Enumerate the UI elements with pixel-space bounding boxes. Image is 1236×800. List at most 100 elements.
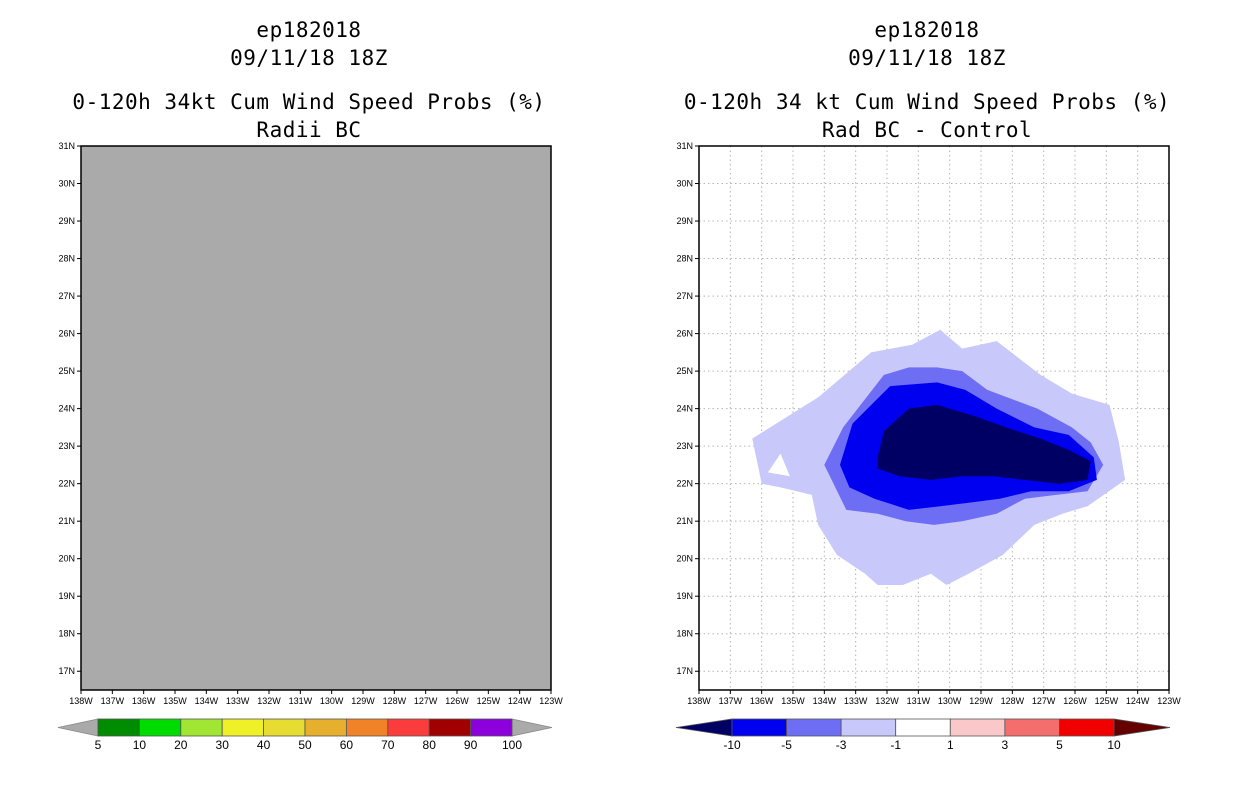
colorbar-swatch — [895, 718, 951, 737]
y-tick-label: 17N — [58, 666, 75, 676]
y-tick-label: 31N — [676, 141, 693, 151]
x-tick-label: 127W — [1032, 696, 1056, 706]
x-tick-label: 134W — [195, 696, 219, 706]
left-title-storm-id: ep182018 — [256, 18, 362, 42]
x-tick-label: 131W — [289, 696, 313, 706]
colorbar-label: 100 — [502, 738, 522, 752]
right-title-experiment: Rad BC - Control — [821, 118, 1033, 142]
contour-fill — [767, 453, 790, 477]
y-tick-label: 27N — [58, 291, 75, 301]
colorbar-extend-high — [511, 718, 553, 737]
x-tick-label: 132W — [875, 696, 899, 706]
x-tick-label: 132W — [257, 696, 281, 706]
colorbar-label: -10 — [723, 738, 741, 752]
colorbar-swatch — [97, 718, 140, 737]
x-tick-label: 127W — [414, 696, 438, 706]
x-tick-label: 135W — [163, 696, 187, 706]
x-tick-label: 126W — [445, 696, 469, 706]
y-tick-label: 28N — [676, 254, 693, 264]
left-title-date: 09/11/18 18Z — [230, 46, 388, 70]
left-map-chart: 17N 18N 19N 20N 21N 22N 23N 24N 25N 26N 27N 28N 29N 3… — [57, 141, 563, 752]
y-tick-label: 19N — [58, 591, 75, 601]
x-tick-label: 126W — [1063, 696, 1087, 706]
x-tick-label: 136W — [132, 696, 156, 706]
colorbar-label: 40 — [257, 738, 271, 752]
y-tick-label: 25N — [676, 366, 693, 376]
y-tick-label: 19N — [676, 591, 693, 601]
colorbar-swatch — [345, 718, 389, 737]
right-title-product: 0-120h 34 kt Cum Wind Speed Probs (%) — [683, 90, 1171, 114]
x-tick-label: 130W — [938, 696, 962, 706]
colorbar-swatch — [1004, 718, 1060, 737]
x-tick-label: 137W — [101, 696, 125, 706]
colorbar-label: 5 — [95, 738, 102, 752]
y-tick-label: 30N — [676, 179, 693, 189]
x-tick-label: 123W — [539, 696, 563, 706]
contour-fill — [877, 404, 1091, 484]
plot-frame — [80, 145, 552, 691]
colorbar-swatch — [263, 718, 306, 737]
y-tick-label: 20N — [58, 554, 75, 564]
colorbar-swatch — [180, 718, 223, 737]
y-tick-label: 21N — [58, 516, 75, 526]
colorbar-swatch — [387, 718, 430, 737]
y-tick-label: 21N — [676, 516, 693, 526]
x-tick-label: 129W — [351, 696, 375, 706]
colorbar-swatch — [949, 718, 1006, 737]
x-tick-label: 130W — [320, 696, 344, 706]
y-tick-label: 20N — [676, 554, 693, 564]
y-tick-label: 23N — [58, 441, 75, 451]
colorbar-swatch — [840, 718, 897, 737]
colorbar-swatch — [138, 718, 182, 737]
y-tick-label: 17N — [676, 666, 693, 676]
right-title-date: 09/11/18 18Z — [848, 46, 1006, 70]
y-tick-label: 22N — [58, 479, 75, 489]
x-tick-label: 136W — [750, 696, 774, 706]
right-panel: ep182018 09/11/18 18Z 0-120h 34 kt Cum W… — [618, 0, 1236, 800]
y-tick-label: 24N — [676, 404, 693, 414]
colorbar-label: -5 — [781, 738, 792, 752]
colorbar-swatch — [1059, 718, 1115, 737]
colorbar-swatch — [221, 718, 264, 737]
y-tick-label: 22N — [676, 479, 693, 489]
y-tick-label: 30N — [58, 179, 75, 189]
x-tick-label: 135W — [781, 696, 805, 706]
colorbar-extend-low — [675, 718, 733, 737]
right-map-chart: 17N 18N 19N 20N 21N 22N 23N 24N 25N 26N 27N 28N 29N 3… — [675, 141, 1181, 752]
colorbar-swatch — [304, 718, 347, 737]
y-tick-label: 18N — [676, 629, 693, 639]
x-tick-label: 125W — [477, 696, 501, 706]
colorbar-swatch — [731, 718, 787, 737]
x-tick-label: 133W — [226, 696, 250, 706]
y-tick-label: 26N — [58, 329, 75, 339]
colorbar-label: -1 — [890, 738, 901, 752]
x-tick-label: 128W — [1001, 696, 1025, 706]
left-panel: ep182018 09/11/18 18Z 0-120h 34kt Cum Wi… — [57, 18, 563, 752]
y-tick-label: 29N — [676, 216, 693, 226]
y-tick-label: 29N — [58, 216, 75, 226]
x-tick-label: 123W — [1157, 696, 1181, 706]
colorbar-label: 50 — [298, 738, 312, 752]
x-tick-label: 129W — [969, 696, 993, 706]
x-tick-label: 124W — [1126, 696, 1150, 706]
y-tick-label: 28N — [58, 254, 75, 264]
x-tick-label: 124W — [508, 696, 532, 706]
colorbar-extend-high — [1113, 718, 1171, 737]
x-tick-label: 125W — [1095, 696, 1119, 706]
right-title-storm-id: ep182018 — [874, 18, 980, 42]
colorbar-extend-low — [57, 718, 99, 737]
x-tick-label: 128W — [383, 696, 407, 706]
y-tick-label: 26N — [676, 329, 693, 339]
left-title-product: 0-120h 34kt Cum Wind Speed Probs (%) — [72, 90, 546, 114]
y-tick-label: 25N — [58, 366, 75, 376]
colorbar-label: 80 — [423, 738, 437, 752]
colorbar-label: 60 — [340, 738, 354, 752]
colorbar-swatch — [428, 718, 472, 737]
y-tick-label: 24N — [58, 404, 75, 414]
colorbar-label: 30 — [216, 738, 230, 752]
y-tick-label: 23N — [676, 441, 693, 451]
plot-frame — [698, 145, 1170, 691]
plot-area — [81, 146, 551, 690]
colorbar-label: 10 — [1107, 738, 1121, 752]
colorbar-label: 1 — [947, 738, 954, 752]
